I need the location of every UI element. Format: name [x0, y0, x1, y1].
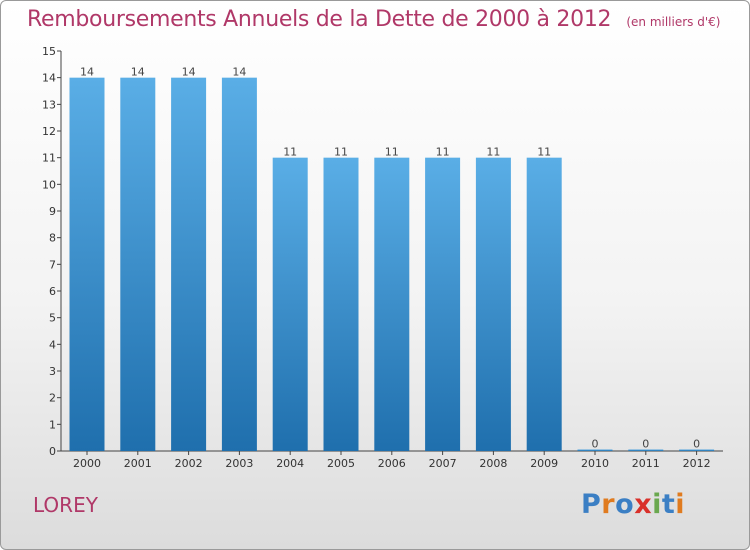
data-label: 11: [334, 146, 348, 159]
data-label: 14: [232, 66, 246, 79]
bar: [526, 157, 562, 451]
logo-letter: P: [581, 489, 602, 520]
y-tick-label: 12: [42, 125, 56, 138]
bar: [171, 77, 207, 452]
logo-letter: o: [615, 489, 635, 520]
data-label: 11: [385, 146, 399, 159]
y-tick-label: 1: [49, 418, 56, 431]
bar: [69, 77, 105, 452]
x-tick-label: 2002: [175, 457, 203, 470]
y-tick-label: 13: [42, 98, 56, 111]
x-tick-label: 2009: [530, 457, 558, 470]
y-tick-label: 11: [42, 152, 56, 165]
bar: [272, 157, 308, 451]
y-tick-label: 0: [49, 445, 56, 458]
bar: [577, 449, 613, 451]
proxiti-logo: Proxiti: [581, 489, 685, 520]
bar: [374, 157, 410, 451]
title-row: Remboursements Annuels de la Dette de 20…: [27, 7, 720, 32]
y-tick-label: 4: [49, 338, 56, 351]
data-label: 14: [131, 66, 145, 79]
x-tick-label: 2006: [378, 457, 406, 470]
bar: [475, 157, 511, 451]
x-tick-label: 2011: [632, 457, 660, 470]
x-tick-label: 2012: [683, 457, 711, 470]
bar: [628, 449, 664, 451]
data-label: 14: [182, 66, 196, 79]
logo-letter: x: [634, 489, 653, 520]
x-tick-label: 2008: [479, 457, 507, 470]
y-tick-label: 8: [49, 232, 56, 245]
chart-title: Remboursements Annuels de la Dette de 20…: [27, 7, 612, 32]
bar: [221, 77, 257, 452]
y-tick-label: 6: [49, 285, 56, 298]
labels: 2000 14 2001 14 2002 14 2003 14 2004 11 2005 11 2006…: [73, 66, 711, 470]
y-tick-label: 5: [49, 312, 56, 325]
x-tick-label: 2003: [225, 457, 253, 470]
x-tick-label: 2004: [276, 457, 304, 470]
x-tick-label: 2010: [581, 457, 609, 470]
bar: [323, 157, 359, 451]
logo-letter: t: [661, 489, 676, 520]
data-label: 0: [693, 438, 700, 451]
data-label: 11: [537, 146, 551, 159]
y-tick-label: 2: [49, 392, 56, 405]
logo-letter: i: [652, 489, 662, 520]
bars: [69, 77, 715, 452]
bar: [120, 77, 156, 452]
y-tick-label: 3: [49, 365, 56, 378]
y-tick-label: 10: [42, 178, 56, 191]
y-tick-label: 14: [42, 72, 56, 85]
y-tick-label: 9: [49, 205, 56, 218]
x-tick-label: 2001: [124, 457, 152, 470]
bar: [679, 449, 715, 451]
data-label: 11: [486, 146, 500, 159]
commune-name: LOREY: [33, 493, 98, 517]
y-tick-label: 15: [42, 45, 56, 58]
data-label: 11: [283, 146, 297, 159]
logo-letter: r: [601, 489, 616, 520]
x-tick-label: 2000: [73, 457, 101, 470]
chart-subtitle: (en milliers d'€): [626, 15, 721, 29]
data-label: 0: [642, 438, 649, 451]
logo-letter: i: [675, 489, 686, 520]
data-label: 14: [80, 66, 94, 79]
y-tick-label: 7: [49, 258, 56, 271]
x-tick-label: 2007: [429, 457, 457, 470]
bar: [425, 157, 461, 451]
x-tick-label: 2005: [327, 457, 355, 470]
data-label: 0: [592, 438, 599, 451]
data-label: 11: [436, 146, 450, 159]
